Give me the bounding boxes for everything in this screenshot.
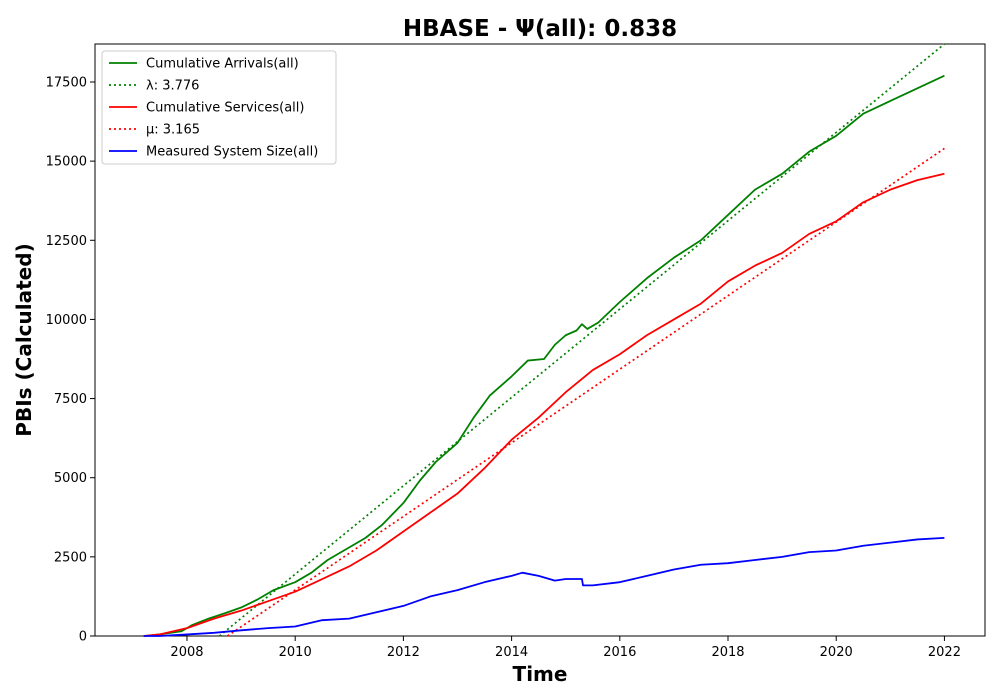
y-tick-label: 0 <box>79 630 87 645</box>
legend-label: μ: 3.165 <box>146 123 200 138</box>
chart-title: HBASE - Ψ(all): 0.838 <box>403 16 677 42</box>
series-line-1-cumulative-arrivals-all <box>143 74 945 637</box>
y-tick-label: 17500 <box>46 75 87 90</box>
x-tick-label: 2012 <box>387 645 420 660</box>
x-tick-label: 2008 <box>170 645 203 660</box>
y-tick-label: 12500 <box>46 234 87 249</box>
x-tick-label: 2016 <box>603 645 636 660</box>
x-axis: 2008 2010 2012 2014 2016 2018 2020 2022 <box>170 636 961 660</box>
x-tick-label: 2022 <box>928 645 961 660</box>
legend-label: λ: 3.776 <box>146 79 199 94</box>
y-tick-label: 5000 <box>54 471 87 486</box>
x-tick-label: 2018 <box>711 645 744 660</box>
legend-box <box>101 50 337 165</box>
y-tick-label: 15000 <box>46 155 87 170</box>
y-tick-label: 10000 <box>46 313 87 328</box>
x-tick-label: 2020 <box>820 645 853 660</box>
legend-items: Cumulative Arrivals(all) λ: 3.776 Cumulati… <box>109 57 318 160</box>
legend-label: Cumulative Arrivals(all) <box>146 57 299 72</box>
legend-label: Measured System Size(all) <box>146 145 318 160</box>
y-axis-title: PBIs (Calculated) <box>12 243 36 436</box>
legend-label: Cumulative Services(all) <box>146 101 304 116</box>
series-line-3-cumulative-services-all <box>143 172 945 637</box>
legend: Cumulative Arrivals(all) λ: 3.776 Cumulati… <box>101 50 337 165</box>
y-tick-label: 7500 <box>54 392 87 407</box>
series-line-5-measured-system-size-all <box>143 536 945 637</box>
x-tick-label: 2014 <box>495 645 528 660</box>
y-axis: 0 2500 5000 7500 10000 12500 15000 17500 <box>46 75 95 645</box>
y-tick-label: 2500 <box>54 550 87 565</box>
series-layer <box>143 43 945 637</box>
x-tick-label: 2010 <box>279 645 312 660</box>
series-line-2-3-776 <box>218 43 945 637</box>
x-axis-title: Time <box>513 662 568 686</box>
